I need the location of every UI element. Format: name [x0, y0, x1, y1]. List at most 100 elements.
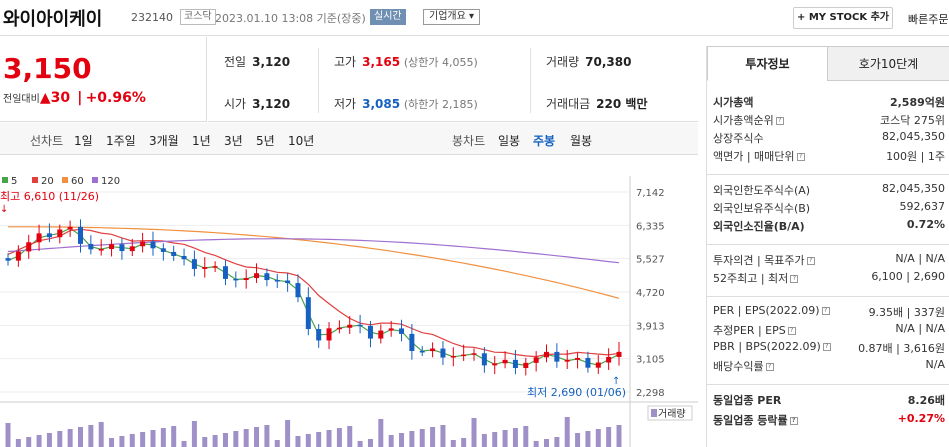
help-icon[interactable]: ?: [775, 117, 784, 125]
tab-invest-info[interactable]: 투자정보: [707, 46, 828, 81]
volume-bar: [160, 428, 166, 447]
line-chart-label: 선차트: [30, 134, 64, 148]
info-value: 8.26배: [907, 394, 945, 407]
candle-body: [347, 324, 353, 328]
corp-info-dropdown[interactable]: 기업개요 ▾: [423, 9, 481, 25]
volume-bar: [544, 439, 550, 447]
candle-body: [336, 327, 342, 330]
info-label: 외국인보유주식수(B): [713, 202, 811, 215]
help-icon[interactable]: ?: [765, 363, 774, 371]
info-label: 액면가 | 매매단위: [713, 150, 795, 163]
help-icon[interactable]: ?: [789, 417, 798, 425]
tab-5y[interactable]: 5년: [256, 134, 275, 148]
info-value: 코스닥 275위: [880, 114, 945, 127]
info-row: 액면가 | 매매단위? 100원 | 1주: [713, 148, 947, 164]
candle-body: [274, 280, 280, 282]
candle-body: [388, 328, 394, 331]
candle-body: [564, 359, 570, 362]
info-row: 동일업종 PER 8.26배: [713, 392, 947, 408]
info-label: 배당수익률: [713, 360, 764, 373]
info-value: N/A: [925, 358, 945, 371]
candle-body: [243, 278, 249, 280]
tab-1y[interactable]: 1년: [192, 134, 211, 148]
volume-bar: [109, 438, 115, 447]
info-row: 배당수익률? N/A: [713, 358, 947, 374]
candle-body: [471, 353, 477, 355]
help-icon[interactable]: ?: [796, 153, 805, 161]
stock-chart[interactable]: 5 20 60 120 7,142 6,335 5,527 4,720 3,913 3,105 2…: [0, 156, 698, 447]
info-row: 외국인한도주식수(A) 82,045,350: [713, 182, 947, 198]
tab-10y[interactable]: 10년: [288, 134, 315, 148]
stat-amount: 거래대금 220 백만: [546, 97, 648, 111]
volume-bar: [57, 431, 63, 447]
volume-bar: [191, 421, 197, 447]
chart-period-tabs: 선차트 1일 1주일 3개월 1년 3년 5년 10년 봉차트 일봉 주봉 월봉: [0, 123, 698, 155]
info-label: 동일업종 등락률: [713, 414, 788, 427]
volume-bar: [533, 441, 539, 447]
help-icon[interactable]: ?: [821, 307, 830, 315]
volume-bar: [140, 432, 146, 447]
volume-bar: [26, 437, 32, 447]
volume-bar: [67, 429, 73, 447]
info-row: 52주최고 | 최저? 6,100 | 2,690: [713, 270, 947, 286]
info-label: PER | EPS(2022.09): [713, 304, 820, 317]
volume-bar: [606, 427, 612, 447]
tab-daily[interactable]: 일봉: [498, 134, 521, 148]
volume-bar: [450, 440, 456, 447]
help-icon[interactable]: ?: [822, 343, 831, 351]
ma-line-60: [8, 226, 620, 299]
tab-weekly[interactable]: 주봉: [533, 134, 556, 148]
y-tick-label: 5,527: [636, 255, 665, 266]
candle-body: [305, 297, 311, 330]
divider: [707, 296, 949, 297]
candle-body: [88, 243, 94, 250]
my-stock-add-button[interactable]: + MY STOCK 추가: [793, 7, 893, 29]
stat-prev: 전일 3,120: [224, 55, 291, 69]
info-row: 추정PER | EPS? N/A | N/A: [713, 322, 947, 338]
candle-body: [26, 242, 32, 252]
tab-monthly[interactable]: 월봉: [570, 134, 593, 148]
y-tick-label: 3,105: [636, 355, 665, 366]
info-label: 52주최고 | 최저: [713, 272, 789, 285]
volume-bar: [274, 440, 280, 447]
candle-body: [129, 246, 135, 252]
candle-body: [440, 348, 446, 358]
info-label: 투자의견 | 목표주가: [713, 254, 805, 267]
candle-body: [15, 251, 21, 261]
tab-3y[interactable]: 3년: [224, 134, 243, 148]
change-percent: +0.96%: [85, 90, 146, 106]
info-value: 0.87배 | 3,616원: [858, 342, 945, 355]
volume-bar: [523, 426, 529, 447]
min-price-label: 최저 2,690 (01/06): [527, 386, 626, 399]
quick-order-button[interactable]: 빠른주문: [908, 13, 949, 26]
volume-bar: [388, 435, 394, 447]
volume-bar: [243, 429, 249, 447]
volume-bar: [357, 441, 363, 447]
tab-1w[interactable]: 1주일: [106, 134, 136, 148]
help-icon[interactable]: ?: [787, 327, 796, 335]
candle-body: [202, 267, 208, 269]
candle-body: [481, 353, 487, 366]
candle-body: [57, 229, 63, 238]
realtime-badge: 실시간: [370, 9, 406, 25]
tab-3m[interactable]: 3개월: [149, 134, 179, 148]
volume-bar: [264, 425, 270, 447]
info-row: 외국인보유주식수(B) 592,637: [713, 200, 947, 216]
tab-1d[interactable]: 1일: [74, 134, 93, 148]
change-value: 30: [50, 90, 71, 106]
divider: [707, 384, 949, 385]
volume-bar: [171, 426, 177, 447]
divider: [707, 174, 949, 175]
volume-bar: [285, 420, 291, 447]
candle-body: [119, 244, 125, 252]
info-row: 시가총액 2,589억원: [713, 94, 947, 110]
candle-body: [171, 251, 177, 256]
side-panel: 투자정보 호가10단계 시가총액 2,589억원 시가총액순위? 코스닥 275위 상장…: [706, 46, 949, 447]
volume-bar: [129, 434, 135, 447]
volume-bar: [419, 429, 425, 447]
help-icon[interactable]: ?: [790, 275, 799, 283]
help-icon[interactable]: ?: [806, 257, 815, 265]
candle-body: [316, 329, 322, 341]
tab-orderbook[interactable]: 호가10단계: [827, 46, 949, 81]
info-value: 592,637: [899, 200, 946, 213]
